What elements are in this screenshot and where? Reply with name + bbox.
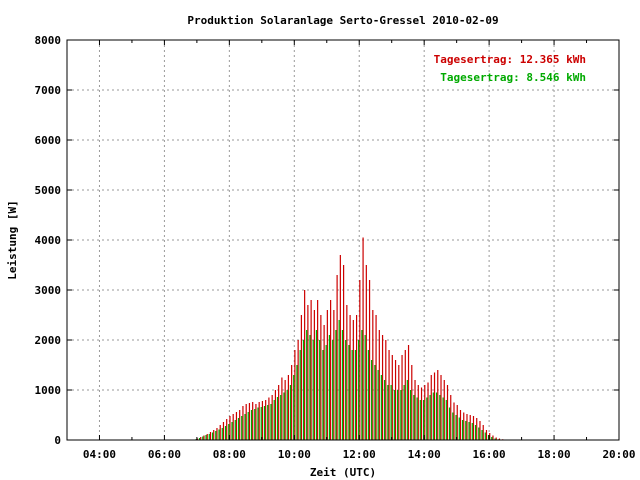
y-tick-label: 2000	[35, 334, 62, 347]
x-tick-label: 06:00	[148, 448, 181, 461]
x-tick-label: 08:00	[213, 448, 246, 461]
x-tick-label: 18:00	[537, 448, 570, 461]
y-tick-label: 0	[54, 434, 61, 447]
y-axis: 0 1000 2000 3000 4000 5000 6000 7000 8000	[35, 34, 619, 447]
y-tick-label: 6000	[35, 134, 62, 147]
x-tick-label: 14:00	[408, 448, 441, 461]
y-tick-label: 8000	[35, 34, 62, 47]
x-tick-label: 12:00	[343, 448, 376, 461]
grid	[67, 40, 619, 440]
y-tick-label: 5000	[35, 184, 62, 197]
x-tick-label: 10:00	[278, 448, 311, 461]
legend-entry-1: Tagesertrag: 12.365 kWh	[434, 53, 586, 66]
chart-title: Produktion Solaranlage Serto-Gressel 201…	[187, 14, 498, 27]
x-tick-label: 04:00	[83, 448, 116, 461]
bars-series-2	[195, 320, 503, 440]
y-tick-label: 4000	[35, 234, 62, 247]
y-tick-label: 7000	[35, 84, 62, 97]
bars-series-1	[196, 237, 504, 440]
x-axis: 04:00 06:00 08:00 10:00 12:00 14:00 16:00 18:00…	[66, 40, 636, 461]
x-tick-label: 20:00	[602, 448, 635, 461]
legend-entry-2: Tagesertrag: 8.546 kWh	[440, 71, 586, 84]
y-axis-label: Leistung [W]	[6, 200, 19, 279]
x-tick-label: 16:00	[473, 448, 506, 461]
y-tick-label: 3000	[35, 284, 62, 297]
y-tick-label: 1000	[35, 384, 62, 397]
x-axis-label: Zeit (UTC)	[310, 466, 376, 479]
